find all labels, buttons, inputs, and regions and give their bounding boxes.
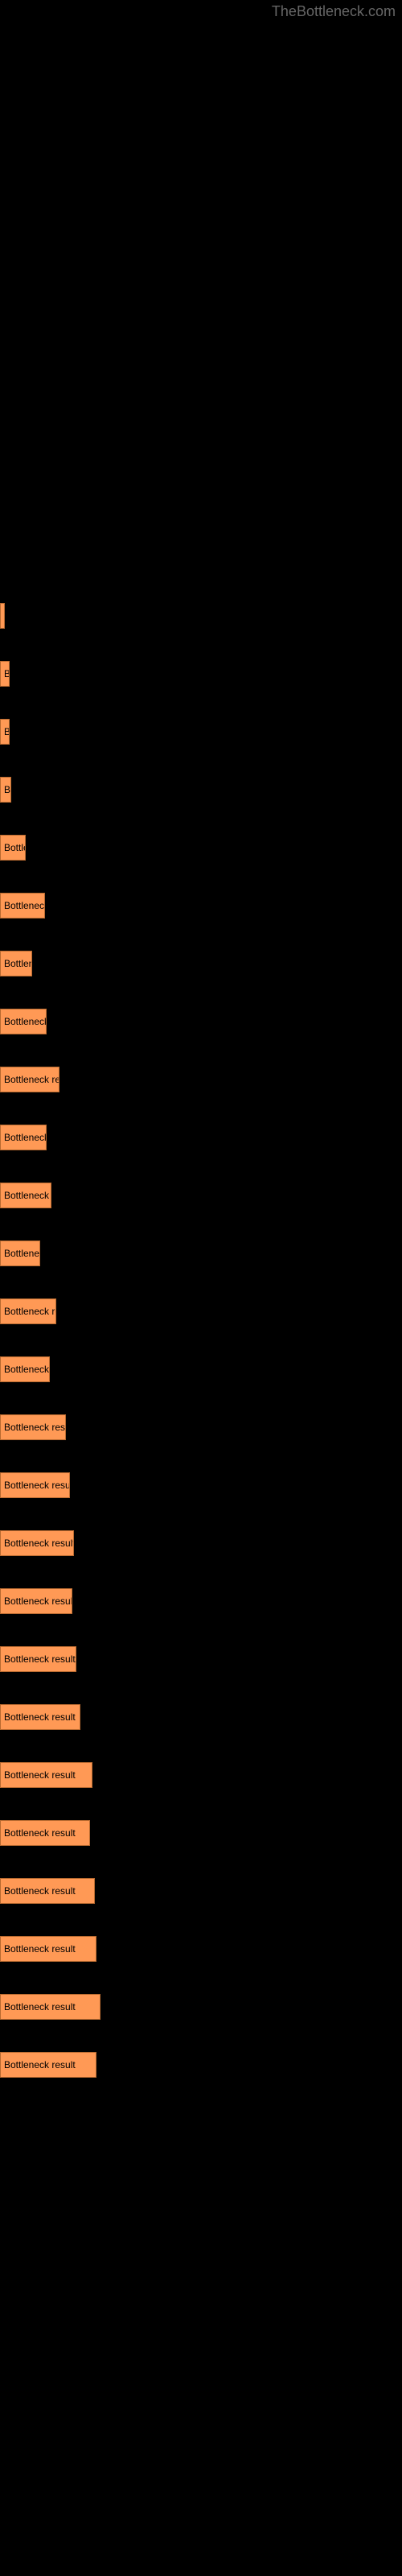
chart-bar: Bottleneck resu <box>0 1067 59 1092</box>
bar-row: Bottlen <box>0 951 402 976</box>
chart-bar: Bottleneck result <box>0 1472 70 1498</box>
chart-bar: Bottle <box>0 835 26 861</box>
chart-bar: Bottleneck result <box>0 1414 66 1440</box>
bar-row: Bottle <box>0 835 402 861</box>
chart-bar: Bottleneck result <box>0 2052 96 2078</box>
chart-bar: B <box>0 777 11 803</box>
bar-row: Bottleneck r <box>0 1125 402 1150</box>
bar-row: Bottleneck res <box>0 1183 402 1208</box>
bar-chart: B B B Bottle Bottleneck Bottlen Bottleneck r Bo… <box>0 587 402 2126</box>
bar-row: Bottleneck result <box>0 1704 402 1730</box>
chart-bar: B <box>0 719 10 745</box>
bar-row: Bottleneck result <box>0 2052 402 2078</box>
bar-row: Bottleneck <box>0 1241 402 1266</box>
bar-row: B <box>0 777 402 803</box>
chart-bar: Bottleneck <box>0 893 45 919</box>
chart-bar: B <box>0 661 10 687</box>
bar-row: Bottleneck <box>0 893 402 919</box>
bar-row: Bottleneck result <box>0 1298 402 1324</box>
chart-bar: Bottlen <box>0 951 32 976</box>
chart-bar: Bottleneck r <box>0 1009 47 1034</box>
chart-bar: Bottleneck r <box>0 1125 47 1150</box>
bar-row: Bottleneck r <box>0 1009 402 1034</box>
chart-bar: Bottleneck result <box>0 1820 90 1846</box>
bar-row: B <box>0 719 402 745</box>
chart-bar: Bottleneck result <box>0 1704 80 1730</box>
chart-bar: Bottleneck result <box>0 1646 76 1672</box>
bar-row: Bottleneck result <box>0 1414 402 1440</box>
chart-bar: Bottleneck <box>0 1241 40 1266</box>
chart-bar: Bottleneck re <box>0 1356 50 1382</box>
chart-bar: Bottleneck result <box>0 1298 56 1324</box>
bar-row: B <box>0 661 402 687</box>
bar-row: Bottleneck result <box>0 1936 402 1962</box>
bar-row <box>0 603 402 629</box>
bar-row: Bottleneck result <box>0 1820 402 1846</box>
bar-row: Bottleneck result <box>0 1530 402 1556</box>
chart-bar: Bottleneck res <box>0 1183 51 1208</box>
bar-row: Bottleneck result <box>0 1878 402 1904</box>
chart-bar: Bottleneck result <box>0 1588 72 1614</box>
bar-row: Bottleneck result <box>0 1588 402 1614</box>
chart-bar: Bottleneck result <box>0 1530 74 1556</box>
chart-bar: Bottleneck result <box>0 1936 96 1962</box>
bar-row: Bottleneck result <box>0 1646 402 1672</box>
bar-row: Bottleneck result <box>0 1994 402 2020</box>
bar-row: Bottleneck result <box>0 1472 402 1498</box>
chart-bar: Bottleneck result <box>0 1878 95 1904</box>
chart-bar: Bottleneck result <box>0 1762 92 1788</box>
chart-bar <box>0 603 5 629</box>
watermark: TheBottleneck.com <box>0 0 402 23</box>
bar-row: Bottleneck result <box>0 1762 402 1788</box>
chart-bar: Bottleneck result <box>0 1994 100 2020</box>
bar-row: Bottleneck re <box>0 1356 402 1382</box>
bar-row: Bottleneck resu <box>0 1067 402 1092</box>
